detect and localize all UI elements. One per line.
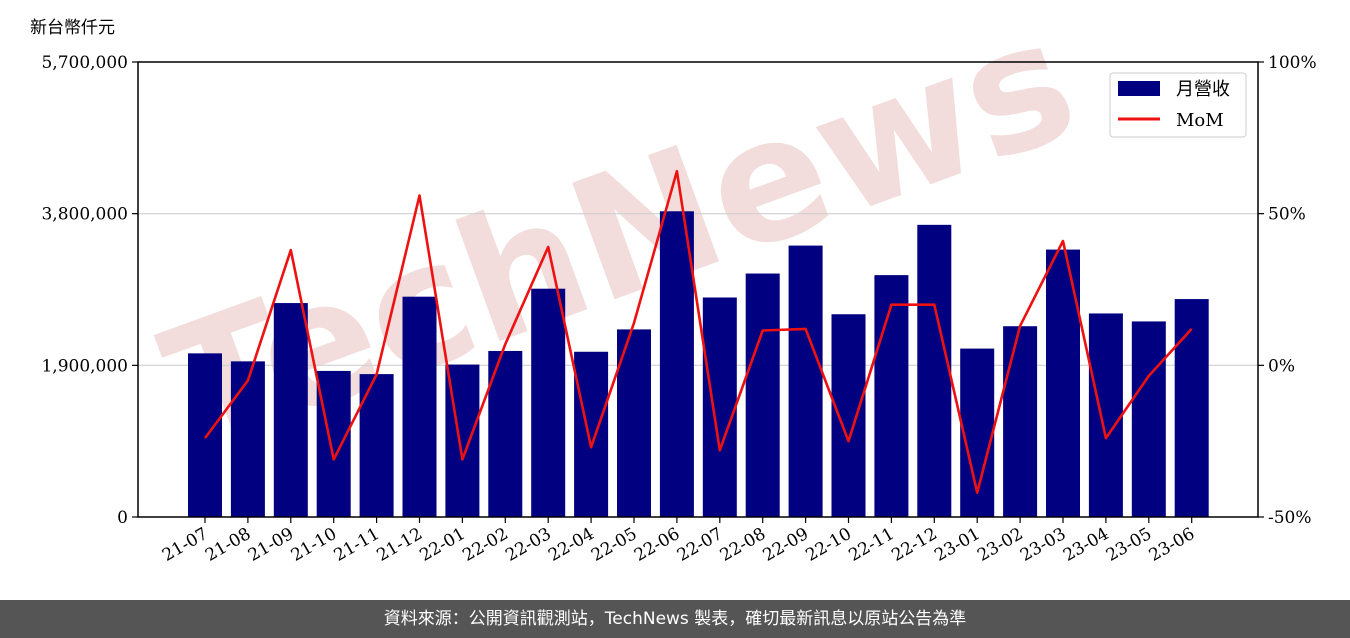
x-tick-label: 21-08	[202, 524, 254, 566]
revenue-bar	[1174, 299, 1209, 517]
x-tick-label: 23-01	[931, 524, 983, 566]
right-tick-label: 50%	[1268, 205, 1306, 225]
right-axis: -50% 0% 50% 100%	[1258, 53, 1317, 528]
mom-line	[203, 169, 1193, 495]
revenue-bar	[745, 273, 780, 517]
legend-bar-swatch	[1118, 81, 1160, 96]
revenue-bar	[574, 351, 609, 517]
x-tick-label: 22-04	[545, 524, 597, 566]
left-tick-label: 3,800,000	[41, 205, 128, 225]
legend: 月營收 MoM	[1109, 72, 1247, 138]
x-tick-label: 22-05	[588, 524, 640, 566]
x-tick-label: 21-09	[245, 524, 297, 566]
x-tick-label: 22-08	[717, 524, 769, 566]
x-tick-label: 22-02	[459, 524, 511, 566]
x-tick-label: 22-10	[803, 524, 855, 566]
revenue-bar	[702, 297, 737, 517]
x-tick-label: 23-05	[1103, 524, 1155, 566]
unit-label: 新台幣仟元	[30, 18, 115, 38]
left-axis: 0 1,900,000 3,800,000 5,700,000	[41, 53, 138, 528]
legend-label-revenue: 月營收	[1176, 79, 1230, 100]
x-tick-label: 22-01	[416, 524, 468, 566]
revenue-bar	[230, 361, 265, 517]
x-tick-label: 21-12	[374, 524, 426, 566]
right-tick-label: -50%	[1268, 508, 1312, 528]
revenue-bar	[617, 329, 651, 517]
x-tick-label: 22-06	[631, 524, 683, 566]
x-tick-label: 22-07	[674, 524, 726, 566]
x-tick-label: 22-03	[502, 524, 554, 566]
x-tick-label: 21-10	[288, 524, 340, 566]
revenue-bar	[531, 288, 566, 517]
revenue-bar	[659, 211, 694, 518]
x-axis: 21-0721-0821-0921-1021-1121-1222-0122-02…	[159, 517, 1198, 566]
source-footer: 資料來源：公開資訊觀測站，TechNews 製表，確切最新訊息以原站公告為準	[0, 600, 1350, 638]
left-tick-label: 5,700,000	[41, 53, 128, 73]
left-tick-label: 1,900,000	[41, 356, 128, 376]
mom-line-series	[203, 169, 1193, 495]
revenue-bar	[402, 296, 437, 517]
revenue-bar	[488, 350, 523, 517]
revenue-bar	[874, 275, 909, 517]
revenue-bar	[1088, 313, 1123, 517]
x-tick-label: 23-06	[1146, 524, 1198, 566]
right-tick-label: 100%	[1268, 53, 1317, 73]
legend-label-mom: MoM	[1176, 110, 1224, 131]
revenue-bar	[188, 353, 222, 517]
revenue-bar	[316, 370, 351, 517]
x-tick-label: 21-07	[159, 524, 211, 566]
revenue-bar	[1131, 321, 1166, 517]
revenue-bar	[831, 314, 866, 517]
x-tick-label: 23-02	[974, 524, 1026, 566]
plot-frame	[137, 61, 1259, 518]
left-tick-label: 0	[117, 508, 128, 528]
x-tick-label: 22-11	[845, 524, 897, 566]
x-tick-label: 23-04	[1060, 524, 1112, 566]
revenue-bar	[273, 303, 308, 517]
x-tick-label: 21-11	[331, 524, 383, 566]
x-tick-label: 23-03	[1017, 524, 1069, 566]
bar-series	[188, 211, 1209, 518]
revenue-bar	[917, 224, 952, 517]
right-tick-label: 0%	[1268, 356, 1295, 376]
revenue-bar	[1003, 326, 1038, 517]
revenue-bar	[788, 245, 823, 517]
x-tick-label: 22-09	[760, 524, 812, 566]
x-tick-label: 22-12	[888, 524, 940, 566]
